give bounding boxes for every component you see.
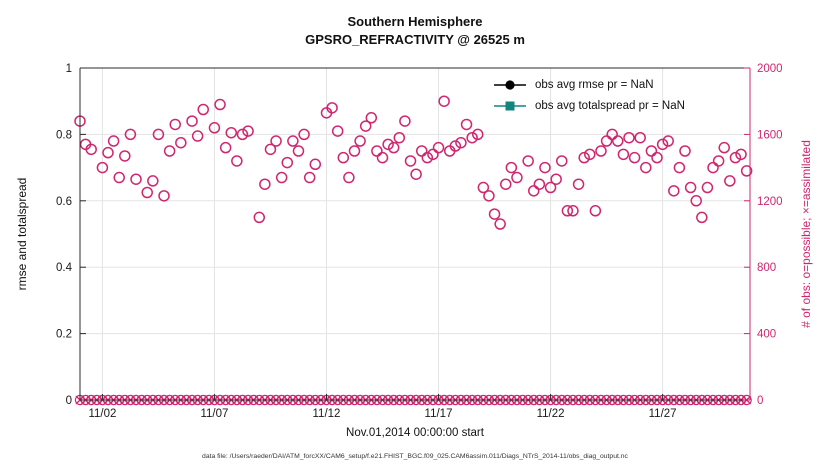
legend-label-totalspread: obs avg totalspread pr = NaN [535,99,685,112]
svg-text:11/27: 11/27 [649,408,677,420]
totalspread-square-icon [494,101,526,110]
svg-text:800: 800 [757,262,776,274]
svg-text:11/07: 11/07 [200,408,228,420]
svg-text:0: 0 [757,395,763,407]
svg-text:0.4: 0.4 [56,262,73,274]
svg-text:1: 1 [66,63,72,75]
legend-item-rmse: obs avg rmse pr = NaN [492,74,685,95]
x-axis-label: Nov.01,2014 00:00:00 start [346,427,484,439]
svg-text:0.6: 0.6 [56,196,72,208]
gridlines [80,68,750,400]
chart-subtitle: GPSRO_REFRACTIVITY @ 26525 m [305,32,525,47]
tick-labels: 0 0.2 0.4 0.6 0.8 1 0 400 800 1200 1600 2000 11/02 11… [56,63,783,420]
svg-text:0.8: 0.8 [56,129,72,141]
title-block: Southern Hemisphere GPSRO_REFRACTIVITY @… [0,13,830,49]
chart-title: Southern Hemisphere [347,14,483,29]
svg-text:11/02: 11/02 [88,408,116,420]
svg-text:1600: 1600 [757,129,783,141]
right-axis-label: # of obs: o=possible; ×=assimilated [799,140,813,328]
left-axis-label: rmse and totalspread [15,177,29,291]
legend-label-rmse: obs avg rmse pr = NaN [535,78,654,91]
svg-text:11/22: 11/22 [537,408,565,420]
svg-text:2000: 2000 [757,63,783,75]
data-file-caption: data file: /Users/raeder/DAI/ATM_forcXX/… [202,453,628,460]
svg-text:400: 400 [757,329,776,341]
svg-text:0: 0 [66,395,72,407]
legend-item-totalspread: obs avg totalspread pr = NaN [492,95,685,116]
svg-text:11/12: 11/12 [313,408,341,420]
svg-text:11/17: 11/17 [425,408,453,420]
axes [79,67,751,401]
svg-text:1200: 1200 [757,196,783,208]
rmse-line-circle-icon [494,79,526,90]
legend: obs avg rmse pr = NaN obs avg totalsprea… [492,74,685,116]
svg-text:0.2: 0.2 [56,329,72,341]
possible-obs-markers [74,95,753,230]
